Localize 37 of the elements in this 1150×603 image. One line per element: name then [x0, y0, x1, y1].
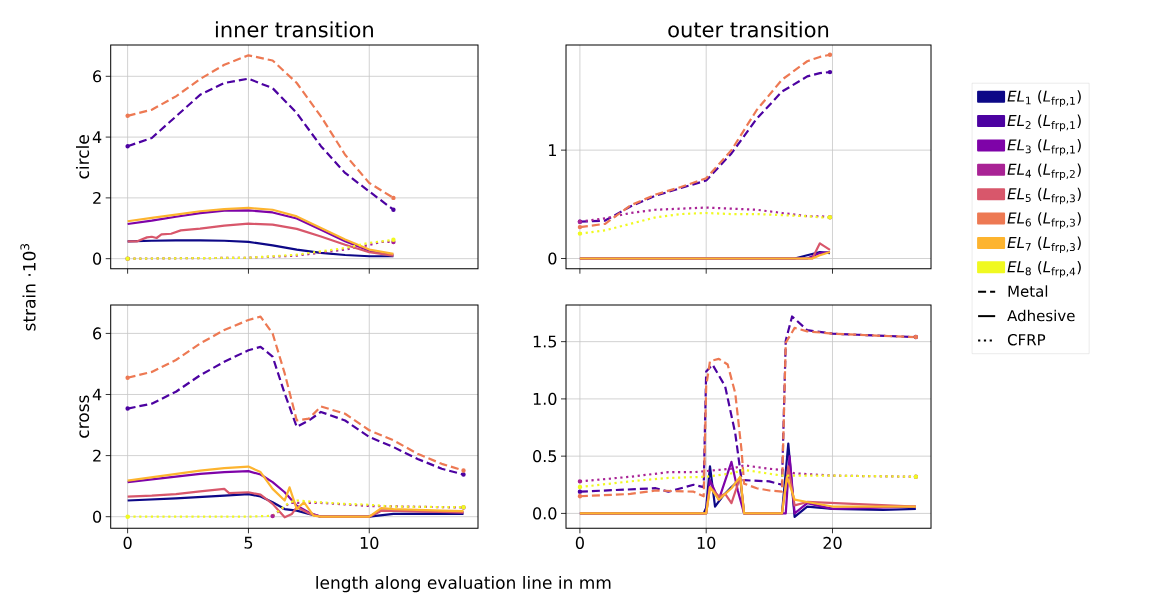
- y-tick-label: 0.5: [533, 450, 557, 463]
- y-tick-label: 4: [92, 388, 102, 401]
- y-tick-label: 2: [93, 191, 101, 204]
- legend-label: Adhesive: [1007, 309, 1075, 322]
- x-tick-label: 0: [575, 536, 584, 549]
- y-tick-label: 0: [548, 252, 557, 265]
- y-tick-label: 4: [92, 131, 102, 143]
- legend-label: EL$_{7}$ (L$_{frp,3}$): [1007, 236, 1081, 254]
- text: strain ·10$^{3}$: [20, 243, 36, 331]
- y-tick-label: 1.5: [533, 335, 557, 348]
- x-tick-label: 10: [697, 536, 716, 549]
- y-tick-label: 1: [549, 144, 556, 156]
- legend-label: EL$_{5}$ (L$_{frp,3}$): [1007, 187, 1081, 205]
- x-tick-label: 0: [123, 536, 132, 549]
- legend-label: Metal: [1008, 285, 1048, 297]
- y-axis-title: cross: [79, 395, 90, 438]
- y-tick-label: 0.0: [533, 507, 557, 520]
- legend-label: EL$_{2}$ (L$_{frp,1}$): [1007, 114, 1081, 132]
- x-tick-label: 5: [244, 536, 253, 549]
- y-tick-label: 1.0: [533, 392, 557, 405]
- legend-label: EL$_{3}$ (L$_{frp,1}$): [1007, 139, 1081, 156]
- y-tick-label: 6: [93, 70, 102, 83]
- y-tick-label: 6: [93, 327, 102, 340]
- y-axis-title: circle: [75, 135, 90, 179]
- legend-label: EL$_{4}$ (L$_{frp,2}$): [1007, 163, 1081, 180]
- y-tick-label: 0: [93, 510, 102, 523]
- x-axis-title: length along evaluation line in mm: [316, 575, 611, 593]
- legend-label: EL$_{8}$ (L$_{frp,4}$): [1007, 260, 1081, 278]
- legend-label: EL$_{6}$ (L$_{frp,3}$): [1007, 212, 1081, 229]
- y-tick-label: 2: [93, 449, 101, 462]
- chart-title: outer transition: [668, 21, 829, 38]
- legend-label: EL$_{1}$ (L$_{frp,1}$): [1007, 90, 1081, 107]
- x-tick-label: 10: [360, 536, 379, 549]
- legend-label: CFRP: [1007, 334, 1046, 346]
- x-tick-label: 20: [823, 536, 842, 549]
- chart-title: inner transition: [215, 21, 373, 38]
- y-tick-label: 0: [93, 252, 102, 265]
